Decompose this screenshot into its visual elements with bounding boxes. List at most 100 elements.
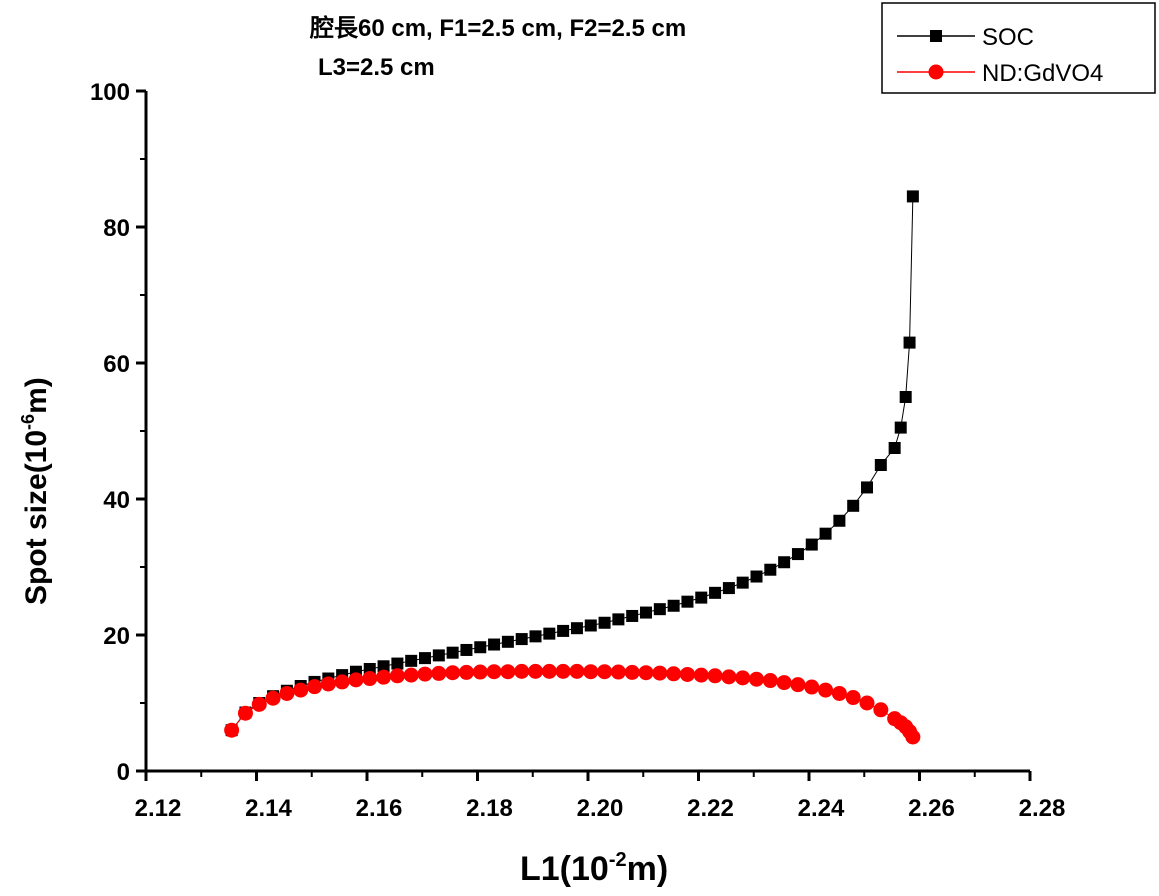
marker: [569, 663, 585, 679]
marker: [417, 666, 433, 682]
marker: [894, 421, 907, 434]
y-tick-label: 100: [90, 79, 130, 106]
marker: [446, 646, 459, 659]
marker: [873, 702, 889, 718]
marker: [557, 624, 570, 637]
marker: [721, 669, 737, 685]
x-tick-label: 2.26: [908, 795, 955, 822]
marker: [541, 663, 557, 679]
marker: [514, 663, 530, 679]
chart-subtitle: L3=2.5 cm: [318, 54, 435, 81]
marker: [653, 603, 666, 616]
marker: [888, 442, 901, 454]
legend-label: SOC: [982, 24, 1034, 51]
marker: [598, 616, 611, 629]
marker: [762, 673, 778, 689]
x-tick-label: 2.18: [466, 795, 513, 822]
marker: [612, 613, 625, 626]
marker: [597, 664, 613, 680]
y-tick-label: 60: [103, 351, 130, 378]
marker: [903, 336, 916, 349]
marker: [362, 671, 378, 687]
marker: [679, 666, 695, 682]
marker: [529, 630, 542, 643]
marker: [237, 705, 253, 721]
marker: [570, 622, 583, 635]
marker: [543, 627, 556, 640]
marker: [847, 499, 860, 512]
marker: [389, 668, 405, 684]
marker: [293, 682, 309, 698]
marker: [667, 599, 680, 612]
marker: [610, 664, 626, 680]
marker: [265, 690, 281, 706]
marker: [707, 668, 723, 684]
marker: [251, 696, 267, 712]
marker: [432, 649, 445, 662]
marker: [377, 660, 390, 673]
marker: [791, 548, 804, 561]
marker: [472, 664, 488, 680]
y-tick-label: 0: [117, 759, 130, 786]
marker: [804, 679, 820, 695]
marker: [861, 481, 874, 494]
marker: [666, 666, 682, 682]
marker: [488, 638, 501, 651]
x-axis-label-part: m): [627, 850, 669, 888]
marker: [419, 652, 432, 665]
x-tick-label: 2.28: [1019, 795, 1066, 822]
marker: [334, 674, 350, 690]
marker: [445, 665, 461, 681]
y-axis-label-part: Spot size(10: [20, 430, 53, 605]
x-tick-label: 2.14: [245, 795, 292, 822]
marker: [722, 582, 735, 595]
marker: [695, 591, 708, 604]
marker: [500, 664, 516, 680]
x-axis-label-part: L1(10: [520, 850, 609, 888]
x-tick-label: 2.16: [356, 795, 403, 822]
marker: [899, 391, 912, 403]
marker: [818, 682, 834, 698]
marker: [790, 677, 806, 693]
marker: [640, 606, 653, 619]
marker: [528, 663, 544, 679]
legend-label: ND:GdVO4: [982, 60, 1103, 87]
y-axis-label-sup: -6: [18, 414, 38, 430]
marker: [501, 635, 514, 648]
marker: [681, 595, 694, 608]
marker: [776, 675, 792, 691]
marker: [486, 664, 502, 680]
marker: [348, 672, 364, 688]
marker: [431, 665, 447, 681]
x-tick-label: 2.24: [798, 795, 845, 822]
marker: [624, 664, 640, 680]
marker: [819, 527, 832, 540]
marker: [460, 643, 473, 656]
marker: [833, 514, 846, 527]
legend-marker: [930, 30, 942, 42]
marker: [638, 665, 654, 681]
marker: [320, 676, 336, 692]
x-tick-label: 2.22: [687, 795, 734, 822]
x-tick-label: 2.12: [135, 795, 182, 822]
y-axis-label-part: m): [20, 377, 53, 414]
marker: [693, 667, 709, 683]
marker: [583, 664, 599, 680]
y-axis-label: Spot size(10-6m): [18, 377, 53, 605]
y-tick-label: 80: [103, 215, 130, 242]
legend-marker: [928, 64, 944, 80]
marker: [652, 665, 668, 681]
marker: [905, 729, 921, 745]
x-axis-label: L1(10-2m): [520, 849, 668, 888]
marker: [584, 619, 597, 632]
marker: [391, 657, 404, 670]
marker: [764, 563, 777, 576]
marker: [403, 667, 419, 683]
x-tick-label: 2.20: [577, 795, 624, 822]
legend-box: [881, 2, 1156, 94]
marker: [736, 576, 749, 589]
marker: [279, 685, 295, 701]
x-axis-label-sup: -2: [609, 849, 627, 871]
